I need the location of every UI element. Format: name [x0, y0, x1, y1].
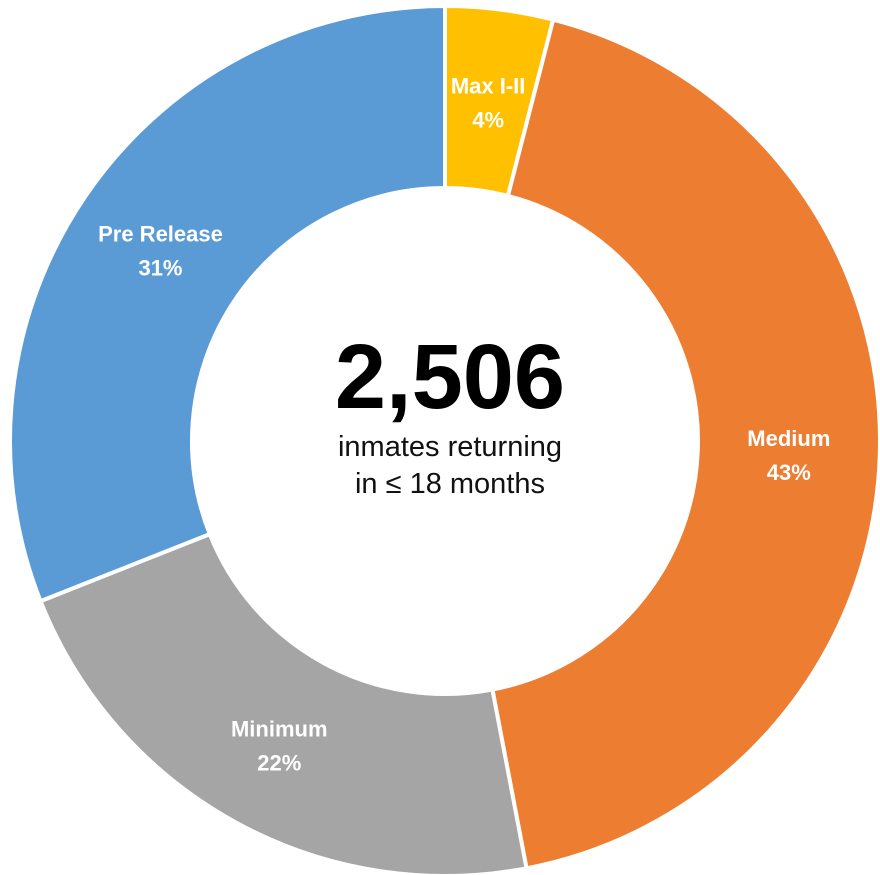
- center-caption-line-2: in ≤ 18 months: [240, 466, 660, 503]
- slice-label-max-i-ii: Max I-II: [451, 74, 526, 99]
- slice-label-pre-release: Pre Release: [98, 222, 223, 247]
- slice-label-minimum: Minimum: [231, 716, 328, 741]
- slice-value-minimum: 22%: [257, 750, 301, 775]
- center-caption-line-1: inmates returning: [240, 429, 660, 466]
- center-summary: 2,506 inmates returning in ≤ 18 months: [240, 325, 660, 503]
- slice-pre-release: [10, 6, 445, 601]
- slice-value-max-i-ii: 4%: [472, 108, 504, 133]
- slice-label-medium: Medium: [747, 426, 830, 451]
- slice-minimum: [41, 534, 527, 875]
- slice-value-medium: 43%: [767, 460, 811, 485]
- slice-value-pre-release: 31%: [138, 256, 182, 281]
- total-count: 2,506: [240, 325, 660, 429]
